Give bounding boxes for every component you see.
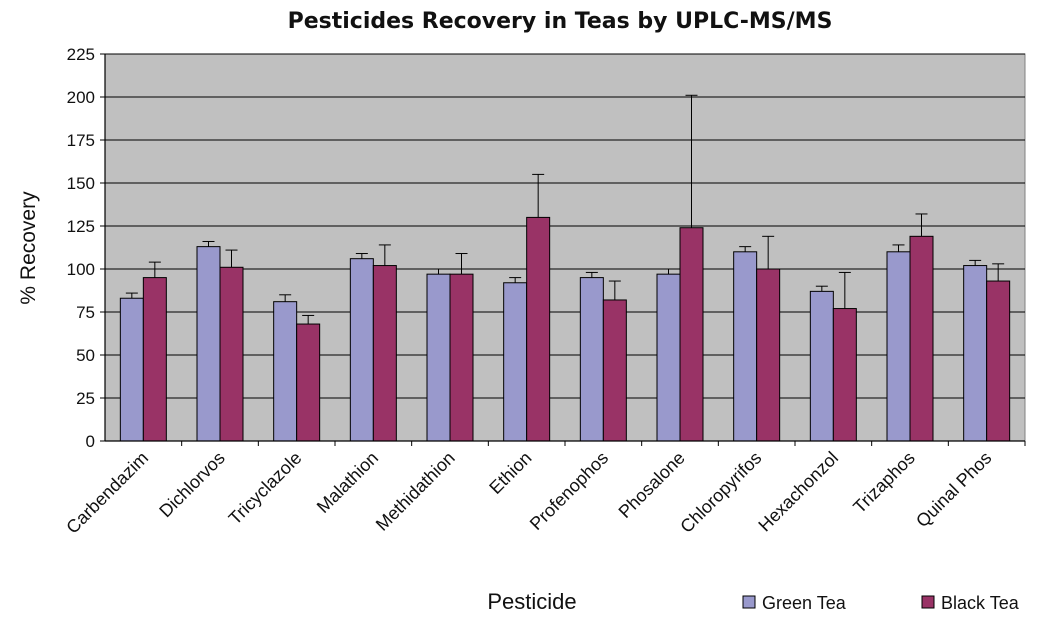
bar-black-tea bbox=[526, 216, 551, 442]
bar-green-tea bbox=[349, 258, 374, 442]
axes bbox=[100, 53, 1026, 446]
bar-green-tea bbox=[656, 273, 681, 442]
x-tick-label: Malathion bbox=[313, 448, 382, 517]
x-tick-label: Phosalone bbox=[615, 448, 689, 522]
x-tick-label: Trizaphos bbox=[849, 448, 919, 518]
y-tick-label: 75 bbox=[76, 303, 95, 322]
legend-swatch bbox=[921, 595, 935, 609]
bar-black-tea bbox=[909, 235, 934, 442]
bar-green-tea bbox=[809, 290, 834, 442]
bar-green-tea bbox=[733, 251, 758, 442]
y-tick-label: 50 bbox=[76, 346, 95, 365]
error-bars bbox=[125, 94, 1005, 325]
bar-black-tea bbox=[142, 277, 167, 442]
legend-swatch bbox=[742, 595, 756, 609]
y-axis-label: % Recovery bbox=[17, 191, 40, 305]
bar-green-tea bbox=[119, 297, 144, 442]
legend: Green Tea Black Tea bbox=[742, 593, 1020, 613]
x-tick-label: Ethion bbox=[485, 448, 535, 498]
bar-black-tea bbox=[986, 280, 1011, 442]
bar-black-tea bbox=[296, 323, 321, 442]
y-tick-label: 25 bbox=[76, 389, 95, 408]
legend-label: Black Tea bbox=[941, 593, 1020, 613]
legend-label: Green Tea bbox=[762, 593, 847, 613]
bar-green-tea bbox=[503, 282, 528, 442]
bar-black-tea bbox=[372, 265, 397, 442]
bar-black-tea bbox=[679, 227, 704, 442]
y-tick-label: 225 bbox=[67, 45, 95, 64]
y-tick-label: 125 bbox=[67, 217, 95, 236]
plot-area bbox=[104, 53, 1026, 442]
bar-black-tea bbox=[756, 268, 781, 442]
y-tick-label: 100 bbox=[67, 260, 95, 279]
chart-title: Pesticides Recovery in Teas by UPLC-MS/M… bbox=[288, 9, 833, 34]
bars bbox=[119, 216, 1011, 442]
y-tick-labels: 0 25 50 75 100 125 150 175 200 225 bbox=[67, 45, 95, 451]
bar-black-tea bbox=[602, 299, 627, 442]
x-tick-label: Dichlorvos bbox=[155, 448, 229, 522]
x-tick-label: Carbendazim bbox=[62, 448, 152, 538]
bar-green-tea bbox=[273, 301, 298, 442]
x-tick-label: Chloropyrifos bbox=[676, 448, 765, 537]
bar-green-tea bbox=[963, 265, 988, 442]
y-tick-label: 175 bbox=[67, 131, 95, 150]
gridlines bbox=[105, 53, 1025, 399]
x-tick-label: Tricyclazole bbox=[225, 448, 306, 529]
x-tick-label: Hexachonzol bbox=[754, 448, 842, 536]
x-tick-label: Methidathion bbox=[372, 448, 459, 535]
bar-black-tea bbox=[449, 273, 474, 442]
bar-green-tea bbox=[196, 246, 221, 442]
y-tick-label: 200 bbox=[67, 88, 95, 107]
x-tick-label: Profenophos bbox=[526, 448, 612, 534]
bar-green-tea bbox=[426, 273, 451, 442]
y-tick-label: 0 bbox=[86, 432, 95, 451]
bar-green-tea bbox=[579, 277, 604, 442]
bar-green-tea bbox=[886, 251, 911, 442]
x-tick-label: Quinal Phos bbox=[912, 448, 995, 531]
y-tick-label: 150 bbox=[67, 174, 95, 193]
bar-black-tea bbox=[832, 308, 857, 442]
x-axis-label: Pesticide bbox=[487, 589, 576, 614]
bar-black-tea bbox=[219, 266, 244, 442]
